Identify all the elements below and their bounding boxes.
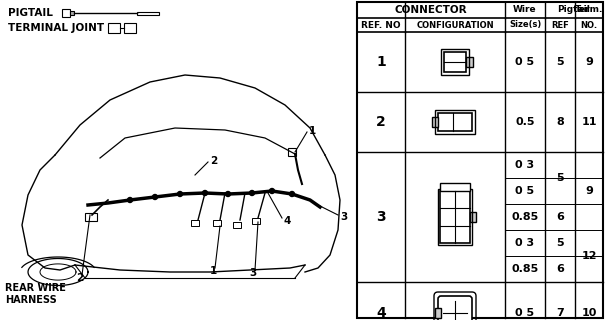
Text: Wire: Wire: [513, 5, 537, 14]
Text: 0 3: 0 3: [515, 238, 535, 248]
Text: Pigtail: Pigtail: [558, 5, 590, 14]
Bar: [435, 308, 441, 318]
Circle shape: [290, 191, 295, 196]
Bar: [444, 52, 466, 72]
Text: 9: 9: [585, 186, 593, 196]
Text: 6: 6: [556, 212, 564, 222]
Text: 7: 7: [556, 308, 564, 318]
Bar: [357, 2, 603, 318]
Text: 5: 5: [556, 173, 564, 183]
Text: 0.85: 0.85: [511, 264, 538, 274]
Text: Term.: Term.: [575, 5, 603, 14]
Text: 3: 3: [376, 210, 386, 224]
Circle shape: [203, 190, 208, 196]
Text: 0 5: 0 5: [515, 308, 535, 318]
Text: 5: 5: [556, 57, 564, 67]
Text: 9: 9: [585, 57, 593, 67]
Text: 0.85: 0.85: [511, 212, 538, 222]
Bar: [62, 9, 70, 17]
Bar: [440, 183, 470, 191]
Text: 1: 1: [309, 126, 316, 136]
Circle shape: [128, 197, 132, 203]
Text: Size(s): Size(s): [509, 20, 541, 29]
Bar: [441, 49, 469, 75]
Text: 11: 11: [581, 117, 597, 127]
Text: TERMINAL JOINT: TERMINAL JOINT: [8, 23, 104, 33]
Text: 0.5: 0.5: [515, 117, 535, 127]
Text: PIGTAIL: PIGTAIL: [8, 8, 53, 18]
Circle shape: [269, 188, 275, 194]
Bar: [108, 23, 120, 33]
Circle shape: [152, 195, 157, 199]
Bar: [191, 220, 199, 226]
Bar: [432, 117, 438, 127]
Text: REF: REF: [551, 20, 569, 29]
Text: 3: 3: [340, 212, 347, 222]
Text: NO.: NO.: [580, 20, 598, 29]
Bar: [252, 218, 260, 224]
Text: CONNECTOR: CONNECTOR: [394, 5, 467, 15]
Text: REAR WIRE
HARNESS: REAR WIRE HARNESS: [5, 283, 66, 305]
Text: 0 5: 0 5: [515, 57, 535, 67]
Bar: [470, 212, 476, 222]
Bar: [438, 189, 472, 245]
Text: 2: 2: [376, 115, 386, 129]
Text: 1: 1: [376, 55, 386, 69]
Bar: [466, 57, 473, 67]
Bar: [85, 213, 97, 221]
Text: CONFIGURATION: CONFIGURATION: [416, 20, 494, 29]
Text: 3: 3: [249, 268, 257, 278]
Bar: [213, 220, 221, 226]
Circle shape: [249, 190, 255, 196]
Text: 8: 8: [556, 117, 564, 127]
Bar: [124, 23, 136, 33]
FancyBboxPatch shape: [438, 296, 472, 320]
Text: 0 3: 0 3: [515, 160, 535, 170]
Bar: [70, 11, 74, 15]
Bar: [438, 113, 472, 131]
Text: 2: 2: [76, 273, 83, 283]
Text: 2: 2: [210, 156, 217, 166]
Bar: [435, 110, 475, 134]
Text: 1: 1: [209, 266, 217, 276]
Text: 6: 6: [556, 264, 564, 274]
Text: 4: 4: [283, 216, 290, 226]
Text: 12: 12: [581, 251, 597, 261]
Circle shape: [226, 191, 231, 196]
Text: REF. NO: REF. NO: [361, 20, 401, 29]
Bar: [440, 191, 470, 243]
Bar: [288, 148, 296, 156]
Bar: [233, 222, 241, 228]
Text: 10: 10: [581, 308, 597, 318]
Text: 4: 4: [376, 306, 386, 320]
Circle shape: [177, 191, 183, 196]
Bar: [137, 12, 159, 14]
Text: 0 5: 0 5: [515, 186, 535, 196]
Text: 5: 5: [556, 238, 564, 248]
